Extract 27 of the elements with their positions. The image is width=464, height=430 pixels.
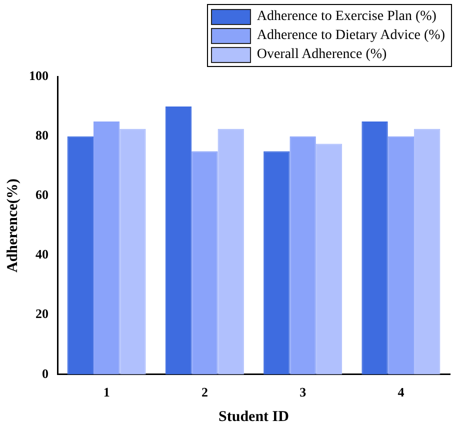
bar — [165, 106, 192, 374]
legend-label: Overall Adherence (%) — [256, 46, 387, 64]
y-tick-label: 40 — [36, 246, 48, 262]
bar — [264, 151, 290, 374]
x-tick-label: 1 — [103, 384, 110, 400]
x-tick-label: 3 — [300, 384, 307, 400]
legend-label: Adherence to Exercise Plan (%) — [256, 8, 436, 26]
bar — [120, 128, 146, 374]
legend-label: Adherence to Dietary Advice (%) — [256, 27, 445, 45]
x-tick-label: 4 — [398, 384, 405, 400]
bar — [414, 128, 440, 374]
bar — [67, 136, 94, 374]
x-tick-label: 2 — [201, 384, 208, 400]
x-axis-title: Student ID — [218, 408, 290, 425]
bar — [93, 121, 120, 374]
bar — [362, 121, 388, 374]
bar — [290, 136, 316, 374]
bar — [192, 151, 218, 374]
y-tick-label: 80 — [36, 128, 48, 143]
bar — [388, 136, 414, 374]
bar — [316, 144, 342, 374]
bar — [218, 128, 244, 374]
y-tick-label: 0 — [42, 366, 48, 381]
y-axis-title: Adherence(%) — [4, 178, 21, 273]
y-tick-label: 60 — [36, 187, 48, 202]
y-tick-label: 20 — [36, 306, 48, 322]
y-tick-label: 100 — [29, 68, 48, 84]
